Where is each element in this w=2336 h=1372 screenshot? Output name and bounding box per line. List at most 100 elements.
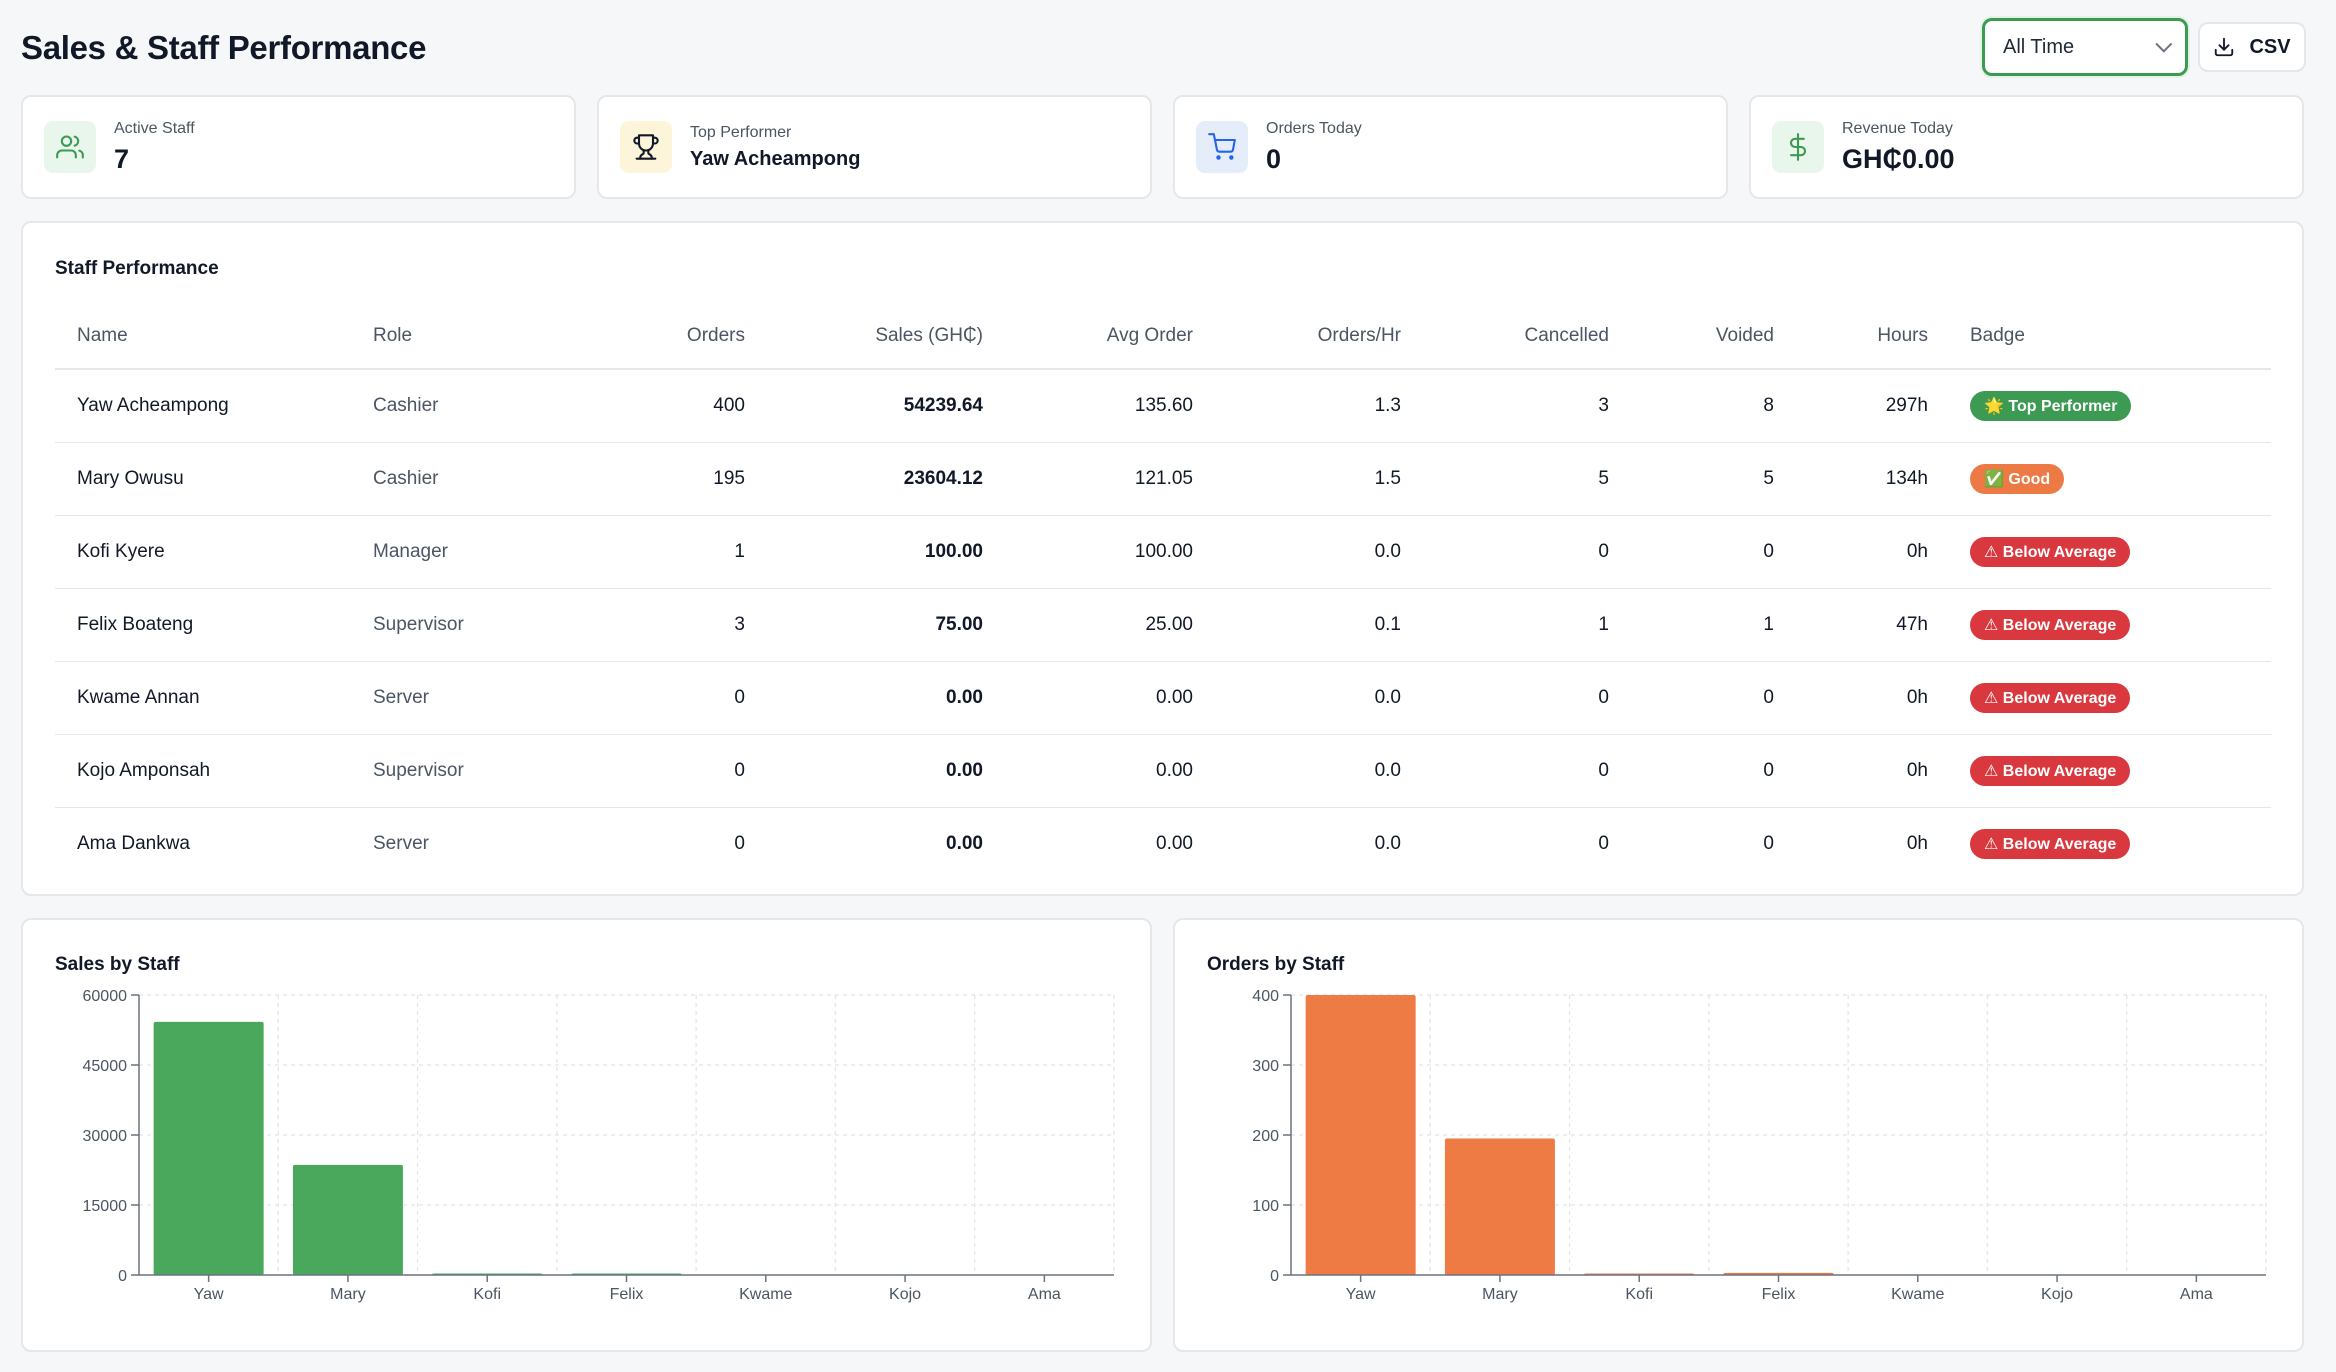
cell-oph: 0.0 xyxy=(1193,734,1401,808)
time-range-value: All Time xyxy=(2003,35,2075,58)
trophy-icon xyxy=(620,121,672,173)
page-title: Sales & Staff Performance xyxy=(21,29,427,66)
cell-badge: ✅ Good xyxy=(1928,442,2271,516)
cell-oph: 0.0 xyxy=(1193,515,1401,589)
cell-cancelled: 0 xyxy=(1401,661,1609,735)
column-header[interactable]: Badge xyxy=(1928,303,2271,370)
card-top-performer: Top Performer Yaw Acheampong xyxy=(597,95,1152,199)
cell-name: Kofi Kyere xyxy=(55,515,373,589)
y-tick-label: 60000 xyxy=(83,988,128,1005)
card-label: Orders Today xyxy=(1266,119,1362,137)
chart-title: Sales by Staff xyxy=(55,954,180,975)
cell-name: Felix Boateng xyxy=(55,588,373,662)
x-tick-label: Kofi xyxy=(473,1286,501,1303)
cell-avg: 0.00 xyxy=(983,661,1193,735)
cell-sales: 0.00 xyxy=(745,734,983,808)
cell-badge: 🌟 Top Performer xyxy=(1928,369,2271,443)
x-tick-label: Mary xyxy=(1482,1286,1518,1303)
cell-sales: 75.00 xyxy=(745,588,983,662)
column-header[interactable]: Name xyxy=(55,303,373,370)
cell-badge: ⚠ Below Average xyxy=(1928,661,2271,735)
x-tick-label: Mary xyxy=(330,1286,366,1303)
chevron-down-icon xyxy=(2155,35,2173,53)
x-tick-label: Yaw xyxy=(1346,1286,1376,1303)
cell-sales: 0.00 xyxy=(946,832,983,854)
header-actions: All Time CSV xyxy=(1982,18,2306,76)
cell-orders: 0 xyxy=(734,832,745,854)
card-revenue-today: Revenue Today GH₵0.00 xyxy=(1749,95,2304,199)
y-tick-label: 0 xyxy=(118,1268,127,1285)
x-tick-label: Felix xyxy=(1762,1286,1796,1303)
x-tick-label: Kojo xyxy=(889,1286,921,1303)
cell-orders: 3 xyxy=(543,588,745,662)
x-tick-label: Felix xyxy=(610,1286,644,1303)
section-title: Staff Performance xyxy=(55,258,219,279)
column-header[interactable]: Avg Order xyxy=(983,303,1193,370)
column-header[interactable]: Hours xyxy=(1774,303,1928,370)
table-row[interactable]: Kwame Annan Server 0 0.00 0.00 0.0 0 0 0h ⚠ Below… xyxy=(55,661,2271,735)
chart-title: Orders by Staff xyxy=(1207,954,1345,975)
cell-voided: 0 xyxy=(1763,832,1774,854)
cell-cancelled: 3 xyxy=(1401,369,1609,443)
cell-role: Supervisor xyxy=(373,588,543,662)
y-tick-label: 45000 xyxy=(83,1058,128,1075)
staff-performance-table: Name Role Orders Sales (GH₵) Avg Order O… xyxy=(55,303,2271,880)
bar-yaw[interactable] xyxy=(1305,995,1416,1275)
staff-performance-panel: Staff Performance Name Role Orders Sales… xyxy=(21,221,2304,896)
column-header[interactable]: Orders xyxy=(543,303,745,370)
table-row[interactable]: Ama Dankwa Server 0 0.00 0.00 0.0 0 0 0h ⚠ Below … xyxy=(55,807,2271,880)
cell-avg: 135.60 xyxy=(983,369,1193,443)
cell-badge: ⚠ Below Average xyxy=(1928,807,2271,880)
y-tick-label: 300 xyxy=(1252,1058,1279,1075)
table-row[interactable]: Felix Boateng Supervisor 3 75.00 25.00 0.1 1 1 4… xyxy=(55,588,2271,662)
cell-hours: 0h xyxy=(1774,515,1928,589)
cell-avg: 100.00 xyxy=(983,515,1193,589)
cell-name: Yaw Acheampong xyxy=(55,369,373,443)
cell-role: Cashier xyxy=(373,442,543,516)
column-header[interactable]: Voided xyxy=(1609,303,1774,370)
summary-cards: Active Staff 7 Top Performer Yaw Acheamp… xyxy=(21,95,2304,199)
cell-name: Mary Owusu xyxy=(55,442,373,516)
x-tick-label: Kwame xyxy=(1891,1286,1944,1303)
bar-mary[interactable] xyxy=(1444,1138,1555,1276)
status-badge: ⚠ Below Average xyxy=(1970,755,2131,786)
y-tick-label: 200 xyxy=(1252,1128,1279,1145)
cell-role: Server xyxy=(373,832,429,854)
table-body: Yaw Acheampong Cashier 400 54239.64 135.60 1.… xyxy=(55,369,2271,880)
page-header: Sales & Staff Performance All Time CSV xyxy=(21,18,2306,78)
column-header[interactable]: Orders/Hr xyxy=(1193,303,1401,370)
table-row[interactable]: Kojo Amponsah Supervisor 0 0.00 0.00 0.0 0 0 0h ⚠… xyxy=(55,734,2271,808)
cell-badge: ⚠ Below Average xyxy=(1928,734,2271,808)
cell-oph: 1.3 xyxy=(1193,369,1401,443)
column-header[interactable]: Sales (GH₵) xyxy=(745,303,983,370)
cell-role: Server xyxy=(373,661,543,735)
download-icon xyxy=(2215,37,2234,57)
cart-icon xyxy=(1196,121,1248,173)
column-header[interactable]: Cancelled xyxy=(1401,303,1609,370)
status-badge: ⚠ Below Average xyxy=(1970,828,2131,859)
table-row[interactable]: Kofi Kyere Manager 1 100.00 100.00 0.0 0 0 0h ⚠ B… xyxy=(55,515,2271,589)
table-row[interactable]: Mary Owusu Cashier 195 23604.12 121.05 1.5 5 5 1… xyxy=(55,442,2271,516)
bar-mary[interactable] xyxy=(292,1164,403,1275)
cell-hours: 134h xyxy=(1774,442,1928,516)
status-badge: ⚠ Below Average xyxy=(1970,609,2131,640)
cell-name: Kwame Annan xyxy=(55,661,373,735)
y-tick-label: 100 xyxy=(1252,1198,1279,1215)
time-range-select[interactable]: All Time xyxy=(1982,18,2188,76)
status-badge: 🌟 Top Performer xyxy=(1970,390,2132,421)
table-row[interactable]: Yaw Acheampong Cashier 400 54239.64 135.60 1.… xyxy=(55,369,2271,443)
x-tick-label: Ama xyxy=(1028,1286,1061,1303)
cell-voided: 0 xyxy=(1609,515,1774,589)
cell-cancelled: 1 xyxy=(1401,588,1609,662)
cell-cancelled: 5 xyxy=(1401,442,1609,516)
export-csv-button[interactable]: CSV xyxy=(2198,22,2306,72)
x-tick-label: Kojo xyxy=(2041,1286,2073,1303)
cell-cancelled: 0 xyxy=(1598,832,1609,854)
cell-avg: 25.00 xyxy=(983,588,1193,662)
cell-cancelled: 0 xyxy=(1401,734,1609,808)
bar-yaw[interactable] xyxy=(153,1021,264,1275)
status-badge: ⚠ Below Average xyxy=(1970,536,2131,567)
column-header[interactable]: Role xyxy=(373,303,543,370)
card-label: Top Performer xyxy=(690,123,792,141)
cell-orders: 1 xyxy=(543,515,745,589)
